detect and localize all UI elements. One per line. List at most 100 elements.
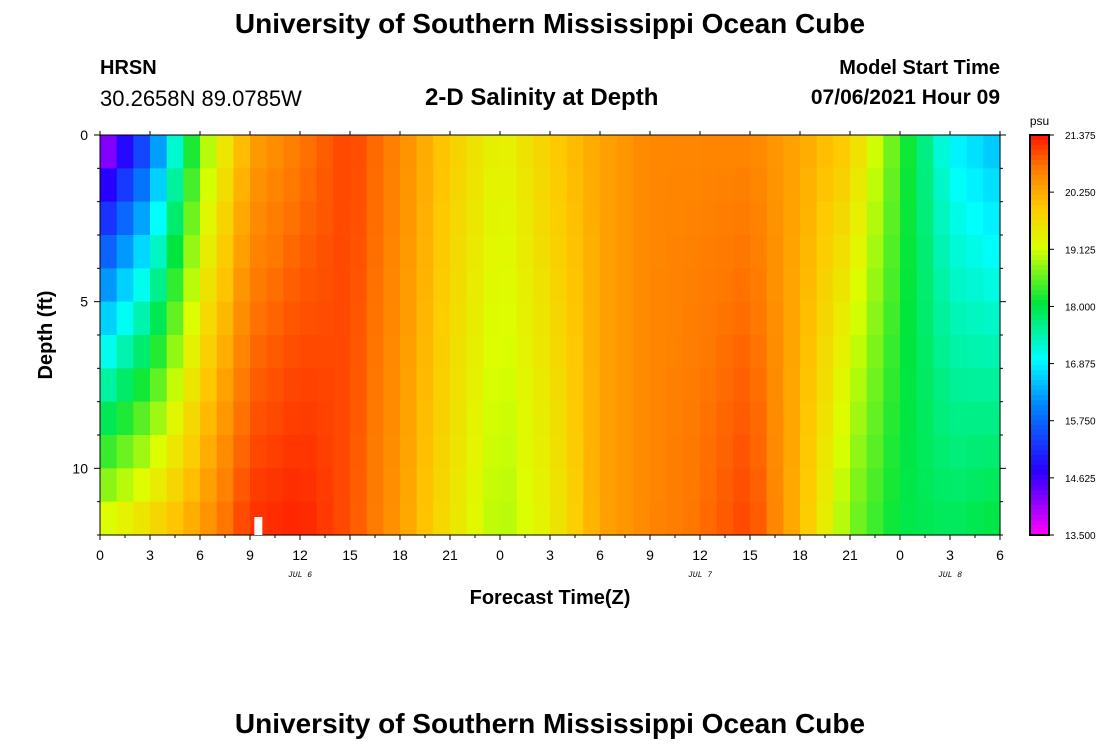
heatmap-cell <box>666 468 684 503</box>
heatmap-cell <box>566 268 584 303</box>
heatmap-cell <box>283 168 301 203</box>
heatmap-cell <box>250 435 268 469</box>
heatmap-cell <box>583 235 601 269</box>
heatmap-cell <box>550 135 568 169</box>
heatmap-cell <box>300 335 318 369</box>
heatmap-cell <box>116 435 134 469</box>
heatmap-cell <box>550 368 568 403</box>
heatmap-cell <box>933 301 951 336</box>
heatmap-cell <box>400 501 418 536</box>
heatmap-cell <box>550 235 568 269</box>
heatmap-cell <box>183 135 201 169</box>
heatmap-cell <box>233 135 251 169</box>
heatmap-cell <box>950 468 968 503</box>
heatmap-cell <box>800 335 818 369</box>
heatmap-cell <box>133 135 151 169</box>
x-tick-label: 6 <box>996 547 1004 563</box>
heatmap-cell <box>633 268 651 303</box>
heatmap-cell <box>283 201 301 236</box>
heatmap-cell <box>733 135 751 169</box>
heatmap-cell <box>133 301 151 336</box>
heatmap-cell <box>600 301 618 336</box>
heatmap-cell <box>683 135 701 169</box>
heatmap-cell <box>950 368 968 403</box>
heatmap-cell <box>750 501 768 536</box>
heatmap-cell <box>900 235 918 269</box>
heatmap-cell <box>183 301 201 336</box>
colorbar-swatch <box>1030 435 1049 441</box>
heatmap-cell <box>850 335 868 369</box>
heatmap-cell <box>866 435 884 469</box>
heatmap-cell <box>216 435 234 469</box>
heatmap-cell <box>150 468 168 503</box>
heatmap-cell <box>416 201 434 236</box>
heatmap-cell <box>316 301 334 336</box>
heatmap-cell <box>750 168 768 203</box>
heatmap-cell <box>100 335 118 369</box>
heatmap-cell <box>466 335 484 369</box>
heatmap-cell <box>300 368 318 403</box>
heatmap-cell <box>683 168 701 203</box>
heatmap-cell <box>850 235 868 269</box>
heatmap-cell <box>583 135 601 169</box>
heatmap-cell <box>600 335 618 369</box>
heatmap-cell <box>866 468 884 503</box>
heatmap-cell <box>416 368 434 403</box>
colorbar-swatch <box>1030 235 1049 241</box>
heatmap-cell <box>816 301 834 336</box>
heatmap-cell <box>450 368 468 403</box>
heatmap-cell <box>883 135 901 169</box>
heatmap-cell <box>233 268 251 303</box>
heatmap-cell <box>966 268 984 303</box>
heatmap-cell <box>333 201 351 236</box>
heatmap-cell <box>283 301 301 336</box>
heatmap-cell <box>400 268 418 303</box>
heatmap-cell <box>650 135 668 169</box>
heatmap-cell <box>516 268 534 303</box>
heatmap-cell <box>733 268 751 303</box>
heatmap-cell <box>800 501 818 536</box>
heatmap-cell <box>883 301 901 336</box>
colorbar-swatch <box>1030 225 1049 231</box>
heatmap-cell <box>633 501 651 536</box>
colorbar-tick-label: 19.125 <box>1065 245 1096 256</box>
heatmap-cell <box>433 368 451 403</box>
heatmap-cell <box>566 501 584 536</box>
colorbar-swatch <box>1030 240 1049 246</box>
colorbar-swatch <box>1030 440 1049 446</box>
heatmap-cell <box>450 335 468 369</box>
heatmap-cell <box>583 401 601 436</box>
heatmap-cell <box>300 135 318 169</box>
heatmap-cell <box>516 201 534 236</box>
heatmap-cell <box>100 135 118 169</box>
heatmap-cell <box>900 201 918 236</box>
heatmap-cell <box>700 335 718 369</box>
heatmap-cell <box>500 368 518 403</box>
heatmap-cell <box>450 135 468 169</box>
heatmap-cell <box>150 401 168 436</box>
heatmap-cell <box>483 435 501 469</box>
heatmap-cell <box>966 468 984 503</box>
heatmap-cell <box>150 168 168 203</box>
heatmap-cell <box>833 501 851 536</box>
heatmap-cell <box>416 435 434 469</box>
heatmap-cell <box>166 235 184 269</box>
heatmap-cell <box>133 201 151 236</box>
heatmap-cell <box>400 301 418 336</box>
x-tick-label: 0 <box>896 547 904 563</box>
colorbar-swatch <box>1030 275 1049 281</box>
heatmap-cell <box>466 135 484 169</box>
colorbar-swatch <box>1030 475 1049 481</box>
heatmap-cell <box>316 135 334 169</box>
heatmap-cell <box>216 201 234 236</box>
heatmap-cell <box>100 368 118 403</box>
heatmap-cell <box>616 468 634 503</box>
colorbar-swatch <box>1030 510 1049 516</box>
heatmap-cell <box>700 468 718 503</box>
heatmap-cell <box>950 201 968 236</box>
heatmap-cell <box>616 301 634 336</box>
heatmap-cell <box>983 368 1001 403</box>
colorbar-swatch <box>1030 495 1049 501</box>
heatmap-cell <box>400 435 418 469</box>
heatmap-cell <box>450 435 468 469</box>
